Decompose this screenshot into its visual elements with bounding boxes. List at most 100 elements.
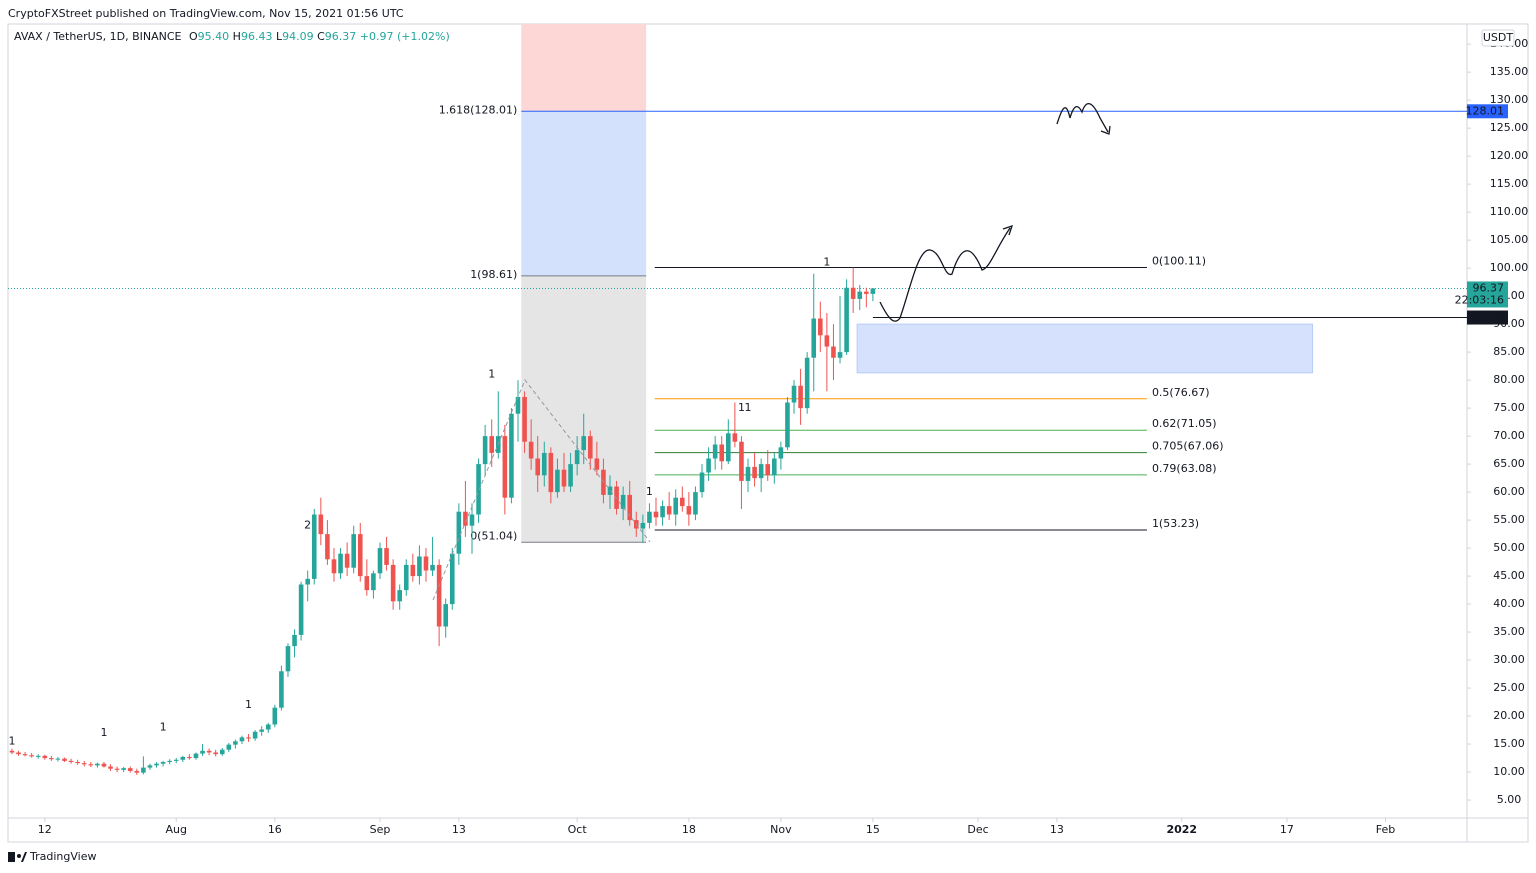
candle-body [377,548,383,574]
fib-label: 0(100.11) [1152,255,1206,268]
candle-body [357,534,363,577]
candle-body [285,646,291,672]
candle-body [219,749,225,755]
candle-body [778,447,784,459]
candle-body [351,534,356,568]
candle-body [666,506,672,515]
candle-body [837,352,843,358]
candle-body [443,604,448,627]
logo [8,852,27,862]
candle-body [371,573,376,591]
y-tick-label: 35.00 [1493,625,1525,638]
candle-body [134,770,140,773]
candle-body [772,458,777,476]
stop-zone [521,24,647,112]
candle-body [725,433,731,462]
candle-body [699,472,705,493]
candle-body [173,759,179,761]
candle-body [187,756,192,759]
td-count: 1 [245,698,252,711]
price-tag-label: 91.18 [1473,311,1505,324]
candle-body [16,752,21,755]
change: +0.97 (+1.02%) [360,30,450,43]
candle-body [818,318,823,336]
c-value: 96.37 [325,30,357,43]
candle-body [785,402,790,448]
candle-body [732,433,738,442]
candle-body [555,469,560,493]
candle-body [206,750,212,753]
candle-body [338,553,343,574]
candle-body [436,564,442,627]
profit-zone [521,111,647,276]
candle-body [344,553,350,568]
candle-body [318,514,324,535]
candle-body [430,564,435,571]
symbol: AVAX / TetherUS, 1D, BINANCE [14,30,182,43]
candle-body [279,671,284,708]
h-label: H [233,30,241,43]
fib-label: 1(53.23) [1152,517,1199,530]
target-label: 1.618(128.01) [439,103,518,116]
candle-body [758,464,764,479]
fib-label: 0.79(63.08) [1152,462,1217,475]
y-tick-label: 80.00 [1493,373,1525,386]
td-count: 1 [100,726,107,739]
l-label: L [276,30,283,43]
candle-body [811,318,817,358]
candle-body [384,548,389,565]
td-count: 1 [745,401,752,414]
candle-body [850,287,856,299]
candle-body [463,511,468,526]
legend: AVAX / TetherUS, 1D, BINANCE O95.40 H96.… [14,30,450,43]
candle-body [127,768,133,771]
price-tag [1467,104,1508,119]
candle-body [200,750,205,754]
candle-body [325,534,330,560]
candle-body [397,590,402,602]
candle-body [528,441,534,459]
candle-body [765,464,771,476]
candle-body [81,763,87,765]
y-tick-label: 130.00 [1490,93,1529,106]
candle-body [561,469,567,487]
candle-body [739,441,744,481]
candle-body [265,724,271,730]
candle-body [410,564,416,577]
candle-body [660,506,665,518]
candle-body [417,556,422,577]
candle-body [292,634,297,647]
y-tick-label: 100.00 [1490,261,1529,274]
candle-body [114,768,120,770]
y-tick-label: 50.00 [1493,541,1525,554]
candle-body [844,287,849,353]
candle-body [62,758,67,761]
candle-body [476,464,481,515]
candle-body [456,511,462,554]
fib-label: 0.5(76.67) [1152,386,1210,399]
price-tag [1467,281,1508,308]
candle-body [686,506,692,515]
candle-body [49,758,54,760]
candle-body [390,564,396,602]
candle-body [824,335,830,347]
x-tick-label: Dec [967,823,988,836]
candle-body [154,763,159,766]
demand-zone [856,323,1314,374]
candle-body [515,396,521,414]
currency-box [1481,29,1515,47]
y-tick-label: 75.00 [1493,401,1525,414]
range-zone [521,275,647,543]
candle-body [587,436,593,459]
candle-body [233,741,238,745]
countdown: 22:03:16 [1455,293,1504,306]
candle-body [647,511,652,523]
candle-body [594,458,600,470]
price-tag-label: 96.37 [1473,281,1505,294]
candle-body [804,357,810,409]
td-count: 1 [646,485,653,498]
candle-body [252,731,258,739]
candle-body [147,765,153,768]
candle-body [9,750,15,753]
candle-body [22,754,28,756]
